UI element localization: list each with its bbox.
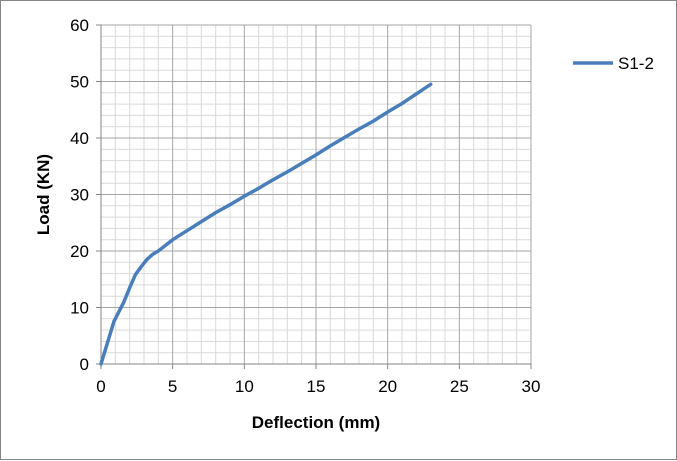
y-tick-label: 60 bbox=[70, 16, 89, 35]
y-tick-label: 20 bbox=[70, 242, 89, 261]
y-tick-labels: 0 10 20 30 40 50 60 bbox=[70, 16, 89, 374]
y-tick-label: 30 bbox=[70, 186, 89, 205]
x-tick-label: 25 bbox=[450, 377, 469, 396]
x-tick-label: 20 bbox=[378, 377, 397, 396]
x-tick-label: 10 bbox=[235, 377, 254, 396]
y-axis-title: Load (KN) bbox=[34, 154, 53, 235]
x-tick-label: 0 bbox=[96, 377, 105, 396]
y-tick-label: 40 bbox=[70, 129, 89, 148]
x-tick-label: 5 bbox=[168, 377, 177, 396]
major-grid bbox=[101, 24, 532, 364]
axes bbox=[96, 24, 532, 369]
y-tick-label: 0 bbox=[80, 355, 89, 374]
legend: S1-2 bbox=[573, 54, 654, 73]
y-tick-label: 50 bbox=[70, 73, 89, 92]
x-axis-title: Deflection (mm) bbox=[252, 413, 380, 432]
series-layer bbox=[99, 82, 433, 366]
legend-label-s1-2: S1-2 bbox=[618, 54, 654, 73]
series-line-s1-2 bbox=[99, 82, 433, 366]
x-tick-label: 30 bbox=[522, 377, 541, 396]
y-tick-label: 10 bbox=[70, 299, 89, 318]
x-tick-label: 15 bbox=[307, 377, 326, 396]
x-tick-labels: 0 5 10 15 20 25 30 bbox=[96, 377, 540, 396]
